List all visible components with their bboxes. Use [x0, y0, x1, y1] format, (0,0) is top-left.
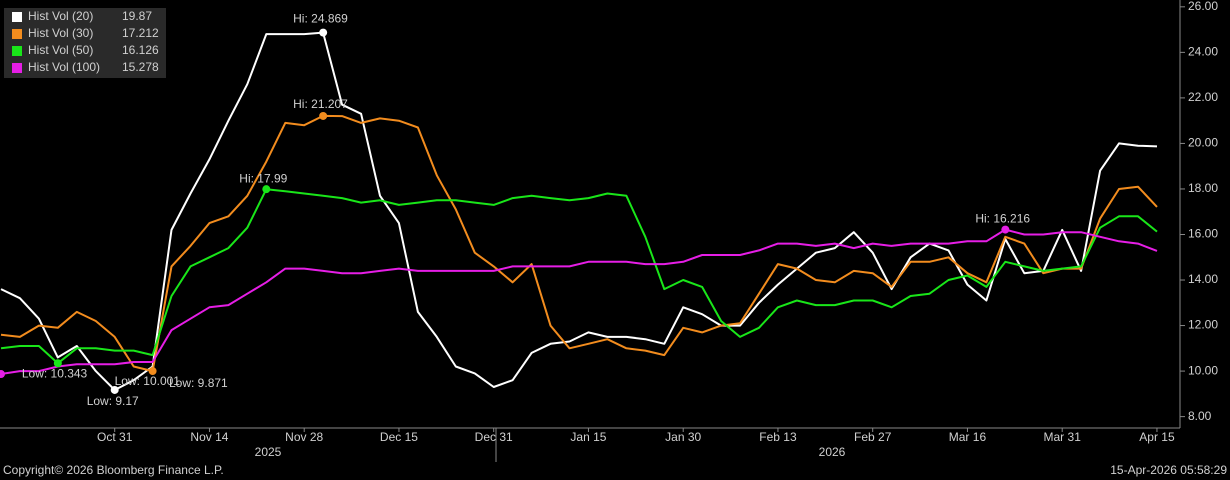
extreme-label: Hi: 16.216 — [975, 212, 1030, 226]
extreme-label: Hi: 21.207 — [293, 97, 348, 111]
extreme-label: Low: 9.871 — [169, 376, 228, 390]
extreme-marker — [319, 111, 328, 120]
footer-timestamp: 15-Apr-2026 05:58:29 — [1110, 463, 1227, 477]
x-tick-label: Jan 15 — [570, 430, 606, 444]
y-tick-label: 24.00 — [1188, 45, 1218, 59]
legend-value: 16.126 — [122, 43, 159, 57]
x-tick-label: Jan 30 — [665, 430, 701, 444]
legend-name: Hist Vol (30) — [28, 26, 93, 40]
legend-swatch — [12, 12, 22, 22]
legend-name: Hist Vol (20) — [28, 9, 93, 23]
legend-swatch — [12, 29, 22, 39]
series-line — [0, 31, 1158, 391]
extreme-label: Low: 10.343 — [22, 366, 88, 380]
legend-name: Hist Vol (50) — [28, 43, 93, 57]
x-tick-label: Dec 15 — [380, 430, 418, 444]
extreme-marker — [262, 185, 271, 194]
y-tick-label: 16.00 — [1188, 227, 1218, 241]
x-tick-label: Oct 31 — [97, 430, 133, 444]
x-tick-label: Feb 27 — [854, 430, 892, 444]
y-tick-label: 8.00 — [1188, 409, 1212, 423]
series-line — [0, 188, 1158, 365]
legend-swatch — [12, 63, 22, 73]
extreme-label: Hi: 24.869 — [293, 12, 348, 26]
legend-name: Hist Vol (100) — [28, 60, 100, 74]
extreme-marker — [53, 359, 62, 368]
x-tick-label: Nov 28 — [285, 430, 323, 444]
x-tick-label: Feb 13 — [759, 430, 797, 444]
legend-value: 15.278 — [122, 60, 159, 74]
extreme-marker — [0, 370, 5, 379]
legend-value: 17.212 — [122, 26, 159, 40]
extreme-marker — [1001, 225, 1010, 234]
extreme-marker — [110, 385, 119, 394]
x-tick-label: Mar 31 — [1044, 430, 1082, 444]
legend: Hist Vol (20) 19.87 Hist Vol (30) 17.212 His… — [4, 8, 166, 78]
x-tick-label: Dec 31 — [475, 430, 513, 444]
year-label: 2026 — [819, 445, 846, 459]
year-label: 2025 — [255, 445, 282, 459]
x-tick-label: Nov 14 — [190, 430, 228, 444]
y-tick-label: 18.00 — [1188, 181, 1218, 195]
y-tick-label: 10.00 — [1188, 363, 1218, 377]
extreme-marker — [148, 367, 157, 376]
extreme-label: Low: 10.001 — [115, 374, 181, 388]
extreme-marker — [319, 28, 328, 37]
footer-copyright: Copyright© 2026 Bloomberg Finance L.P. — [3, 463, 224, 477]
x-tick-label: Apr 15 — [1139, 430, 1175, 444]
series-line — [0, 228, 1158, 375]
series-line — [0, 114, 1158, 373]
x-tick-label: Mar 16 — [949, 430, 987, 444]
extreme-label: Hi: 17.99 — [239, 171, 287, 185]
y-tick-label: 14.00 — [1188, 272, 1218, 286]
y-tick-label: 22.00 — [1188, 90, 1218, 104]
y-tick-label: 26.00 — [1188, 0, 1218, 13]
y-tick-label: 20.00 — [1188, 136, 1218, 150]
legend-box — [4, 8, 166, 78]
y-tick-label: 12.00 — [1188, 318, 1218, 332]
legend-swatch — [12, 46, 22, 56]
extreme-label: Low: 9.17 — [87, 394, 139, 408]
legend-value: 19.87 — [122, 9, 152, 23]
